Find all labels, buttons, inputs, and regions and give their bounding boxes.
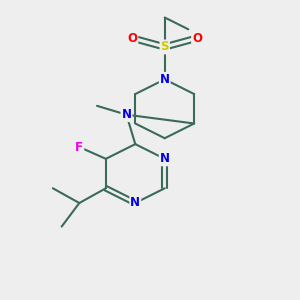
Text: N: N [122,108,131,121]
Text: O: O [127,32,137,45]
Text: N: N [130,196,140,209]
Text: N: N [160,73,170,86]
Text: N: N [160,152,170,165]
Text: F: F [75,141,83,154]
Text: S: S [160,40,169,53]
Text: O: O [192,32,202,45]
